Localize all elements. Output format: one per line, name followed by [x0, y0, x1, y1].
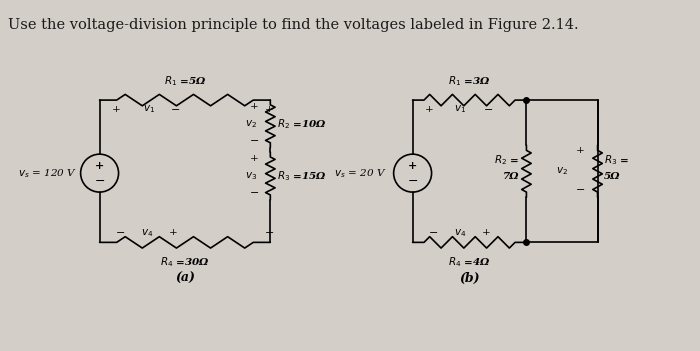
Text: −: −: [94, 175, 105, 188]
Text: $v_4$: $v_4$: [454, 227, 466, 239]
Text: +: +: [426, 105, 434, 114]
Text: −: −: [249, 136, 259, 146]
Text: $v_2$: $v_2$: [246, 118, 258, 130]
Text: +: +: [169, 229, 178, 237]
Text: −: −: [116, 228, 125, 238]
Text: +: +: [576, 146, 585, 155]
Text: $R_1$ =3Ω: $R_1$ =3Ω: [448, 74, 491, 88]
Text: $R_1$ =5Ω: $R_1$ =5Ω: [164, 74, 206, 88]
Text: $v_s$ = 120 V: $v_s$ = 120 V: [18, 167, 77, 179]
Text: +: +: [112, 105, 121, 114]
Text: −: −: [407, 175, 418, 188]
Text: $v_1$: $v_1$: [143, 104, 155, 115]
Text: $R_4$ =30Ω: $R_4$ =30Ω: [160, 256, 210, 270]
Text: −: −: [249, 188, 259, 198]
Text: 7Ω: 7Ω: [503, 172, 520, 181]
Text: +: +: [250, 102, 258, 111]
Text: Use the voltage-division principle to find the voltages labeled in Figure 2.14.: Use the voltage-division principle to fi…: [8, 18, 578, 32]
Text: +: +: [95, 160, 104, 171]
Text: (a): (a): [175, 272, 195, 285]
Text: $R_3$ =15Ω: $R_3$ =15Ω: [277, 169, 327, 183]
Text: $R_4$ =4Ω: $R_4$ =4Ω: [448, 256, 491, 270]
Text: −: −: [429, 228, 438, 238]
Text: (b): (b): [459, 272, 480, 285]
Text: $R_2$ =: $R_2$ =: [494, 153, 520, 166]
Text: −: −: [171, 105, 180, 114]
Text: $R_3$ =: $R_3$ =: [604, 153, 629, 166]
Text: $v_s$ = 20 V: $v_s$ = 20 V: [334, 167, 386, 179]
Text: −: −: [265, 228, 274, 238]
Text: −: −: [484, 105, 494, 114]
Text: $v_2$: $v_2$: [556, 165, 568, 177]
Text: +: +: [408, 160, 417, 171]
Text: +: +: [482, 229, 491, 237]
Text: $v_1$: $v_1$: [454, 104, 466, 115]
Text: +: +: [250, 154, 258, 164]
Text: $v_4$: $v_4$: [141, 227, 153, 239]
Text: −: −: [576, 185, 585, 195]
Text: +: +: [265, 105, 274, 114]
Text: $v_3$: $v_3$: [245, 170, 258, 182]
Text: 5Ω: 5Ω: [604, 172, 621, 181]
Text: $R_2$ =10Ω: $R_2$ =10Ω: [277, 117, 327, 131]
